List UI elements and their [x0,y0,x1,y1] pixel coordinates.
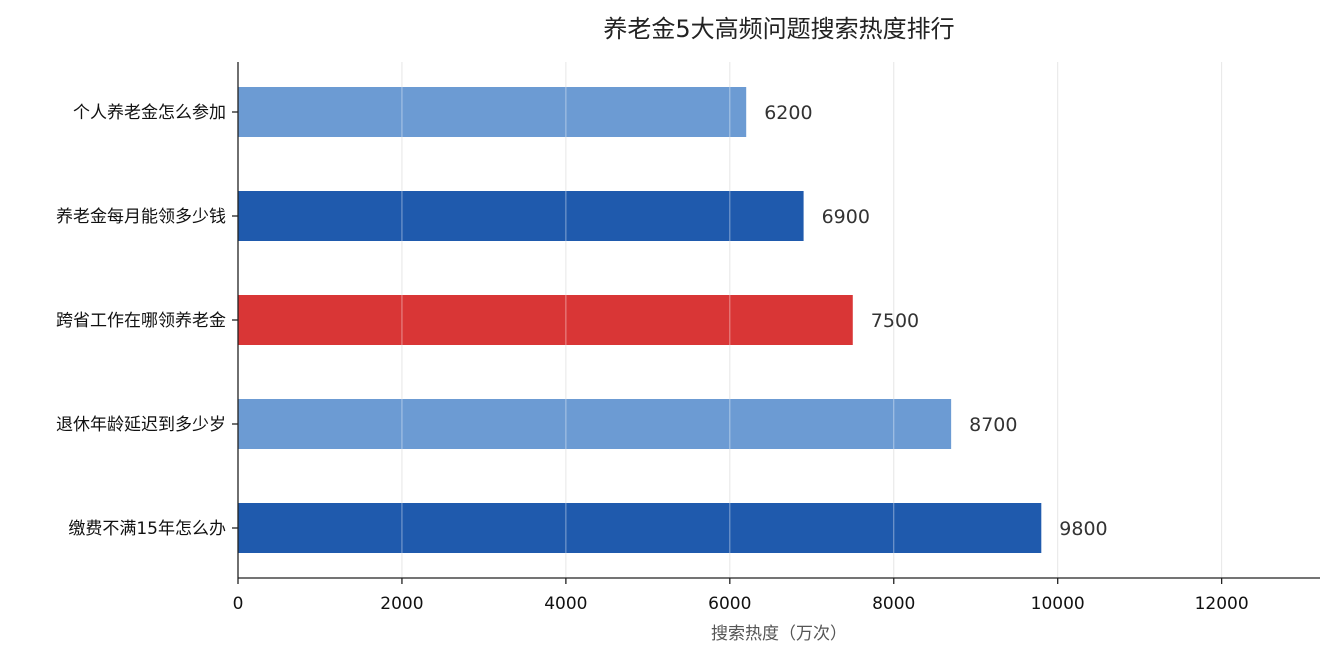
x-tick-label: 6000 [708,594,751,614]
x-tick-label: 0 [233,594,244,614]
bar [238,87,747,137]
bar [238,191,804,241]
y-tick-label: 跨省工作在哪领养老金 [56,311,226,331]
bar [238,295,853,345]
x-axis-title: 搜索热度（万次） [711,624,847,644]
bar [238,503,1042,553]
x-tick-label: 2000 [380,594,423,614]
x-tick-label: 10000 [1031,594,1085,614]
data-label: 7500 [871,310,919,332]
data-label: 6200 [764,102,812,124]
y-tick-label: 缴费不满15年怎么办 [68,519,226,539]
x-tick-label: 8000 [872,594,915,614]
data-label: 8700 [969,414,1017,436]
bar [238,399,952,449]
labels: 个人养老金怎么参加 6200 养老金每月能领多少钱 6900 跨省工作在哪领养老金 750… [56,62,1249,614]
y-tick-label: 养老金每月能领多少钱 [56,207,226,227]
x-tick-label: 4000 [544,594,587,614]
y-tick-label: 个人养老金怎么参加 [73,103,226,123]
y-tick-label: 退休年龄延迟到多少岁 [56,415,226,435]
bars [238,87,1042,553]
data-label: 9800 [1059,518,1107,540]
data-label: 6900 [822,206,870,228]
x-tick-label: 12000 [1195,594,1249,614]
chart-title: 养老金5大高频问题搜索热度排行 [603,15,954,43]
